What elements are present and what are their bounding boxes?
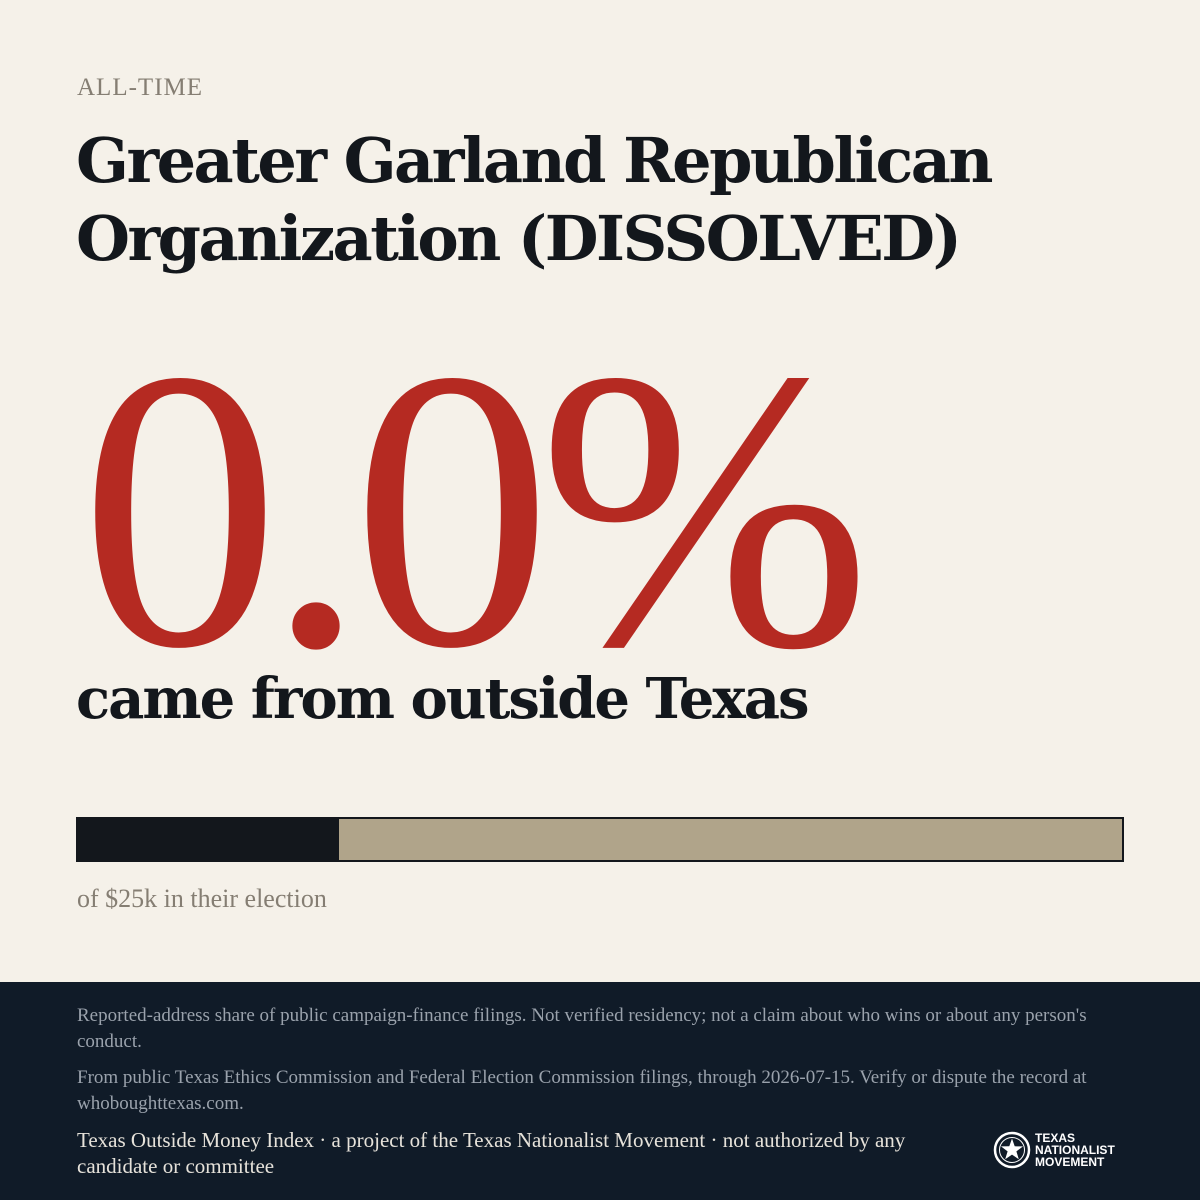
tnm-logo: TEXAS NATIONALIST MOVEMENT bbox=[993, 1131, 1115, 1169]
logo-line: MOVEMENT bbox=[1035, 1155, 1105, 1169]
logo-line: TEXAS bbox=[1035, 1131, 1076, 1145]
logo-wordmark: TEXAS NATIONALIST MOVEMENT bbox=[1035, 1132, 1115, 1168]
committee-name: Greater Garland Republican Organization … bbox=[76, 124, 993, 275]
outside-share-value: 0.0% bbox=[80, 288, 871, 731]
outside-share-caption: came from outside Texas bbox=[76, 666, 810, 732]
share-bar-fill bbox=[78, 819, 339, 860]
credit-text: Texas Outside Money Index · a project of… bbox=[77, 1128, 906, 1178]
logo-line: NATIONALIST bbox=[1035, 1143, 1115, 1157]
star-circle-icon bbox=[993, 1131, 1031, 1169]
share-bar bbox=[76, 817, 1124, 862]
timeframe-label: ALL-TIME bbox=[77, 74, 204, 101]
disclaimer-text: Reported-address share of public campaig… bbox=[77, 1005, 1087, 1052]
source-text: From public Texas Ethics Commission and … bbox=[77, 1067, 1087, 1114]
total-raised-note: of $25k in their election bbox=[77, 884, 327, 913]
